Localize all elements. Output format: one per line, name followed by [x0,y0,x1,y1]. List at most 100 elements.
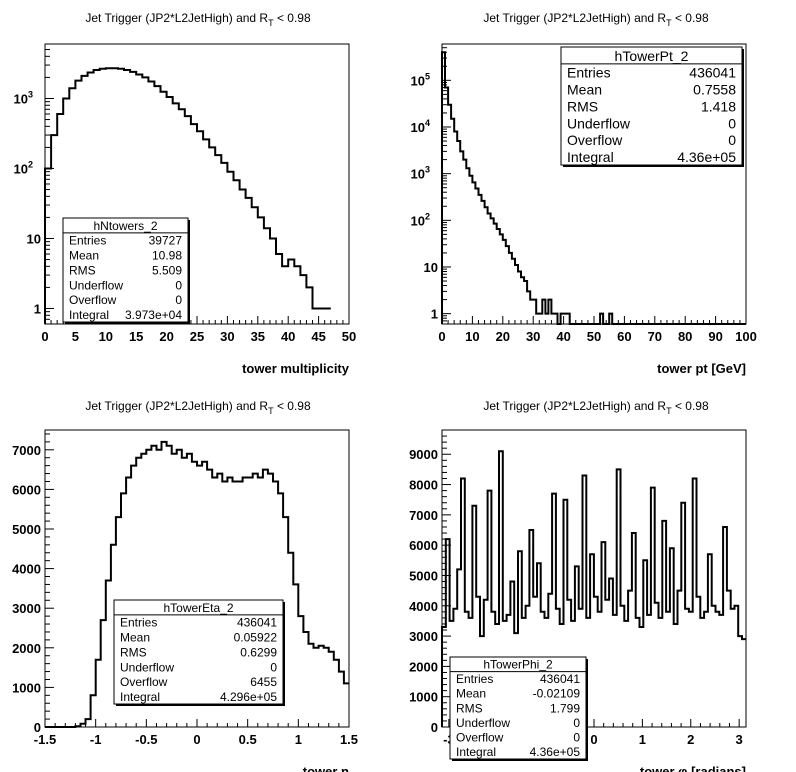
x-tick-label: 10 [465,329,479,344]
histogram-series [441,450,746,727]
stats-value: 0.6299 [240,645,277,659]
histogram-series [441,51,746,325]
x-tick-label: 20 [159,329,173,344]
x-tick-label: 40 [281,329,295,344]
stats-key: Entries [120,616,157,630]
x-axis-label: tower pt [GeV] [657,361,746,376]
y-tick-label: 1 [34,301,41,316]
histogram-series [44,67,331,324]
stats-key: Mean [120,631,150,645]
stats-key: RMS [69,263,96,277]
x-tick-label: 50 [587,329,601,344]
stats-key: Entries [456,672,493,686]
stats-key: RMS [567,98,598,114]
y-tick-label: 7000 [12,443,41,458]
stats-key: Overflow [69,293,117,307]
y-tick-label: 1000 [409,690,438,705]
y-tick-label: 104 [411,118,430,135]
y-tick-label: 103 [411,165,430,182]
x-tick-label: 2 [687,732,694,747]
stats-key: Mean [456,687,486,701]
y-tick-label: 0 [34,720,41,735]
x-tick-label: 45 [311,329,325,344]
stats-key: Integral [567,149,614,165]
stats-value: 0 [175,293,182,307]
panel-title: Jet Trigger (JP2*L2JetHigh) and RT < 0.9… [483,11,709,28]
x-tick-label: 35 [251,329,265,344]
x-tick-label: -0.5 [135,732,157,747]
x-tick-label: 80 [678,329,692,344]
stats-key: Integral [120,690,160,704]
y-tick-label: 6000 [409,538,438,553]
y-tick-label: 0 [431,720,438,735]
stats-value: 0.7558 [693,82,736,98]
x-tick-label: 0.5 [239,732,257,747]
y-tick-label: 3000 [12,601,41,616]
y-tick-label: 105 [411,71,430,88]
stats-value: 0.05922 [234,631,278,645]
panel-title: Jet Trigger (JP2*L2JetHigh) and RT < 0.9… [85,11,311,28]
y-tick-label: 10 [424,260,438,275]
x-tick-label: 0 [590,732,597,747]
stats-key: Underflow [567,115,631,131]
panel-title: Jet Trigger (JP2*L2JetHigh) and RT < 0.9… [483,399,709,416]
y-tick-label: 4000 [12,562,41,577]
panel-4: Jet Trigger (JP2*L2JetHigh) and RT < 0.9… [409,399,747,772]
y-tick-label: 7000 [409,508,438,523]
stats-value: 436041 [540,672,580,686]
x-tick-label: 0 [193,732,200,747]
stats-value: 0 [573,716,580,730]
stats-key: Underflow [456,716,510,730]
stats-name: hTowerPhi_2 [483,658,553,672]
histogram-series [45,440,349,728]
y-tick-label: 1000 [12,680,41,695]
x-tick-label: 0 [438,329,445,344]
y-tick-label: 103 [14,89,33,106]
stats-key: Entries [567,65,611,81]
y-tick-label: 2000 [409,659,438,674]
x-tick-label: 70 [648,329,662,344]
x-axis-label: tower η [303,764,349,772]
stats-box: hTowerEta_2 Entries 436041 Mean 0.05922 RMS 0.… [113,599,285,706]
x-tick-label: 15 [129,329,143,344]
x-axis-label: tower multiplicity [242,361,350,376]
stats-key: Overflow [120,675,168,689]
stats-value: 1.799 [550,701,580,715]
stats-key: Entries [69,234,106,248]
x-tick-label: 30 [526,329,540,344]
y-tick-label: 5000 [409,568,438,583]
stats-name: hTowerPt_2 [615,48,689,64]
x-tick-label: 1 [639,732,646,747]
panel-1: Jet Trigger (JP2*L2JetHigh) and RT < 0.9… [14,11,357,376]
y-tick-label: 8000 [409,478,438,493]
panel-title: Jet Trigger (JP2*L2JetHigh) and RT < 0.9… [85,399,311,416]
stats-value: 436041 [237,616,277,630]
x-tick-label: 10 [99,329,113,344]
y-tick-label: 2000 [12,641,41,656]
x-tick-label: 90 [708,329,722,344]
stats-value: 5.509 [152,263,182,277]
x-axis-label: tower φ [radians] [640,764,746,772]
stats-value: 39727 [149,234,183,248]
stats-key: Underflow [120,660,174,674]
stats-name: hTowerEta_2 [163,601,233,615]
x-tick-label: 3 [736,732,743,747]
y-tick-label: 3000 [409,629,438,644]
y-tick-label: 10 [27,231,41,246]
stats-value: 0 [175,278,182,292]
panel-2: Jet Trigger (JP2*L2JetHigh) and RT < 0.9… [411,11,757,376]
stats-value: 1.418 [701,98,736,114]
y-tick-label: 102 [14,159,33,176]
y-tick-label: 9000 [409,447,438,462]
y-tick-label: 6000 [12,482,41,497]
stats-value: 0 [270,660,277,674]
x-tick-label: 5 [72,329,79,344]
x-tick-label: 1 [295,732,302,747]
stats-key: Mean [69,249,99,263]
x-tick-label: 25 [190,329,204,344]
stats-value: 0 [728,115,736,131]
x-tick-label: -3 [443,732,455,747]
